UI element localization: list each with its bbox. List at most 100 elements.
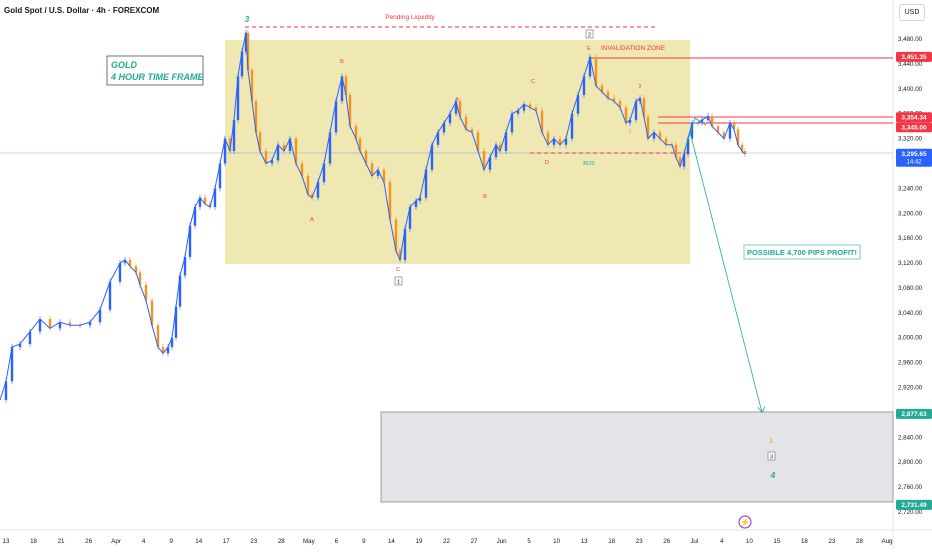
wave-label-B2: B xyxy=(483,194,487,200)
price-tag-label: 3,451.35 xyxy=(901,54,927,61)
y-tick-label: 2,960.00 xyxy=(898,360,923,367)
wave-4-label: 4 xyxy=(770,471,776,480)
range-zone xyxy=(225,40,690,264)
x-tick-label: 13 xyxy=(581,538,588,545)
x-tick-label: 5 xyxy=(527,538,531,545)
currency-button[interactable]: USD xyxy=(899,4,925,21)
y-tick-label: 3,400.00 xyxy=(898,86,923,93)
price-tag-label: 2,731.49 xyxy=(901,502,927,509)
title-line1: GOLD xyxy=(111,60,137,70)
x-tick-label: 21 xyxy=(58,538,65,545)
projection-arrow-head xyxy=(757,406,766,414)
bos-label: BOS xyxy=(583,161,595,167)
wave-label-C2: C xyxy=(531,79,535,85)
x-tick-label: 9 xyxy=(362,538,366,545)
x-tick-label: 9 xyxy=(169,538,173,545)
y-tick-label: 3,240.00 xyxy=(898,185,923,192)
x-tick-label: 18 xyxy=(608,538,615,545)
box-1-marker xyxy=(394,276,403,286)
wave-label-D2: D xyxy=(545,160,549,166)
y-tick-label: 3,440.00 xyxy=(898,61,923,68)
box-2-marker xyxy=(585,29,594,39)
price-tag-label: 2,877.63 xyxy=(901,411,927,418)
y-tick-label: 3,080.00 xyxy=(898,285,923,292)
lightning-icon[interactable]: ⚡ xyxy=(740,517,750,527)
price-tag-time: 14:42 xyxy=(906,160,922,166)
x-tick-label: 18 xyxy=(30,538,37,545)
profit-label: POSSIBLE 4,700 PIPS PROFIT! xyxy=(747,248,857,257)
y-tick-label: 2,920.00 xyxy=(898,385,923,392)
price-tag-bg xyxy=(896,499,932,510)
price-axis[interactable]: 3,480.003,440.003,400.003,360.003,320.00… xyxy=(898,36,923,516)
price-tag-bg xyxy=(896,148,932,167)
invalidation-label: INVALIDATION ZONE xyxy=(601,45,666,52)
x-tick-label: 4 xyxy=(142,538,146,545)
x-tick-label: Apr xyxy=(111,538,121,545)
symbol-title: Gold Spot / U.S. Dollar · 4h · FOREXCOM xyxy=(4,6,160,15)
event-icon-ring[interactable] xyxy=(738,515,752,529)
wave-label-B1: B xyxy=(340,59,344,65)
x-tick-label: May xyxy=(303,538,316,545)
x-tick-label: Jul xyxy=(690,538,698,545)
price-tag-label: 3,295.65 xyxy=(901,151,927,158)
title-line2: 4 HOUR TIME FRAME xyxy=(110,72,204,82)
price-tag-bg xyxy=(896,408,932,419)
wave-label-A1: A xyxy=(310,217,314,223)
y-tick-label: 3,000.00 xyxy=(898,335,923,342)
x-tick-label: 13 xyxy=(3,538,10,545)
pending-liquidity-label: Pending Liquidity xyxy=(385,14,435,21)
x-tick-label: Jun xyxy=(497,538,508,545)
wave-3-orange-label: 3 xyxy=(769,439,773,445)
wave-label-A2: A xyxy=(455,97,459,103)
x-tick-label: 18 xyxy=(801,538,808,545)
box-2-label: 2 xyxy=(588,33,591,39)
x-tick-label: 23 xyxy=(828,538,835,545)
candles xyxy=(4,29,747,403)
x-tick-label: 19 xyxy=(416,538,423,545)
wave-3-label: 3 xyxy=(245,15,250,24)
y-tick-label: 3,200.00 xyxy=(898,210,923,217)
x-tick-label: 14 xyxy=(195,538,202,545)
y-tick-label: 3,320.00 xyxy=(898,136,923,143)
box-3-label: 3 xyxy=(770,455,773,461)
x-tick-label: 17 xyxy=(223,538,230,545)
price-tag-label: 3,354.34 xyxy=(901,115,927,122)
y-tick-label: 2,800.00 xyxy=(898,459,923,466)
x-tick-label: 28 xyxy=(856,538,863,545)
y-tick-label: 2,720.00 xyxy=(898,509,923,516)
x-tick-label: 26 xyxy=(85,538,92,545)
x-tick-label: 10 xyxy=(746,538,753,545)
x-tick-label: 14 xyxy=(388,538,395,545)
mini-pattern xyxy=(683,117,707,153)
title-box xyxy=(106,55,204,86)
x-tick-label: 6 xyxy=(335,538,339,545)
y-tick-label: 3,480.00 xyxy=(898,36,923,43)
wave-label-E2: E xyxy=(587,46,591,52)
x-tick-label: Aug xyxy=(881,538,893,545)
x-tick-label: 15 xyxy=(773,538,780,545)
price-tag-bg xyxy=(896,112,932,123)
x-tick-label: 27 xyxy=(471,538,478,545)
y-tick-label: 3,120.00 xyxy=(898,260,923,267)
target-zone xyxy=(380,411,894,503)
box-1-label: 1 xyxy=(397,280,400,286)
price-tag-bg xyxy=(896,51,932,62)
y-tick-label: 2,760.00 xyxy=(898,484,923,491)
y-tick-label: 3,160.00 xyxy=(898,235,923,242)
price-tags: 3,451.35 3,354.34 3,345.00 3,295.65 14:42 2,8… xyxy=(896,51,932,510)
price-tag-label: 3,345.00 xyxy=(901,125,927,132)
projection-arrow xyxy=(689,132,763,413)
box-3-marker xyxy=(767,451,776,461)
x-tick-label: 23 xyxy=(250,538,257,545)
x-tick-label: 4 xyxy=(720,538,724,545)
x-tick-label: 23 xyxy=(636,538,643,545)
x-tick-label: 10 xyxy=(553,538,560,545)
price-tag-bg xyxy=(896,122,932,133)
x-tick-label: 22 xyxy=(443,538,450,545)
price-series-line xyxy=(0,32,746,401)
wave-label-small-2: 2 xyxy=(639,84,642,90)
time-axis[interactable]: 13 18 21 26 Apr 4 9 14 17 23 28 May 6 9 14 19 22 27 Jun 5 10… xyxy=(3,538,894,545)
profit-box xyxy=(743,244,861,260)
